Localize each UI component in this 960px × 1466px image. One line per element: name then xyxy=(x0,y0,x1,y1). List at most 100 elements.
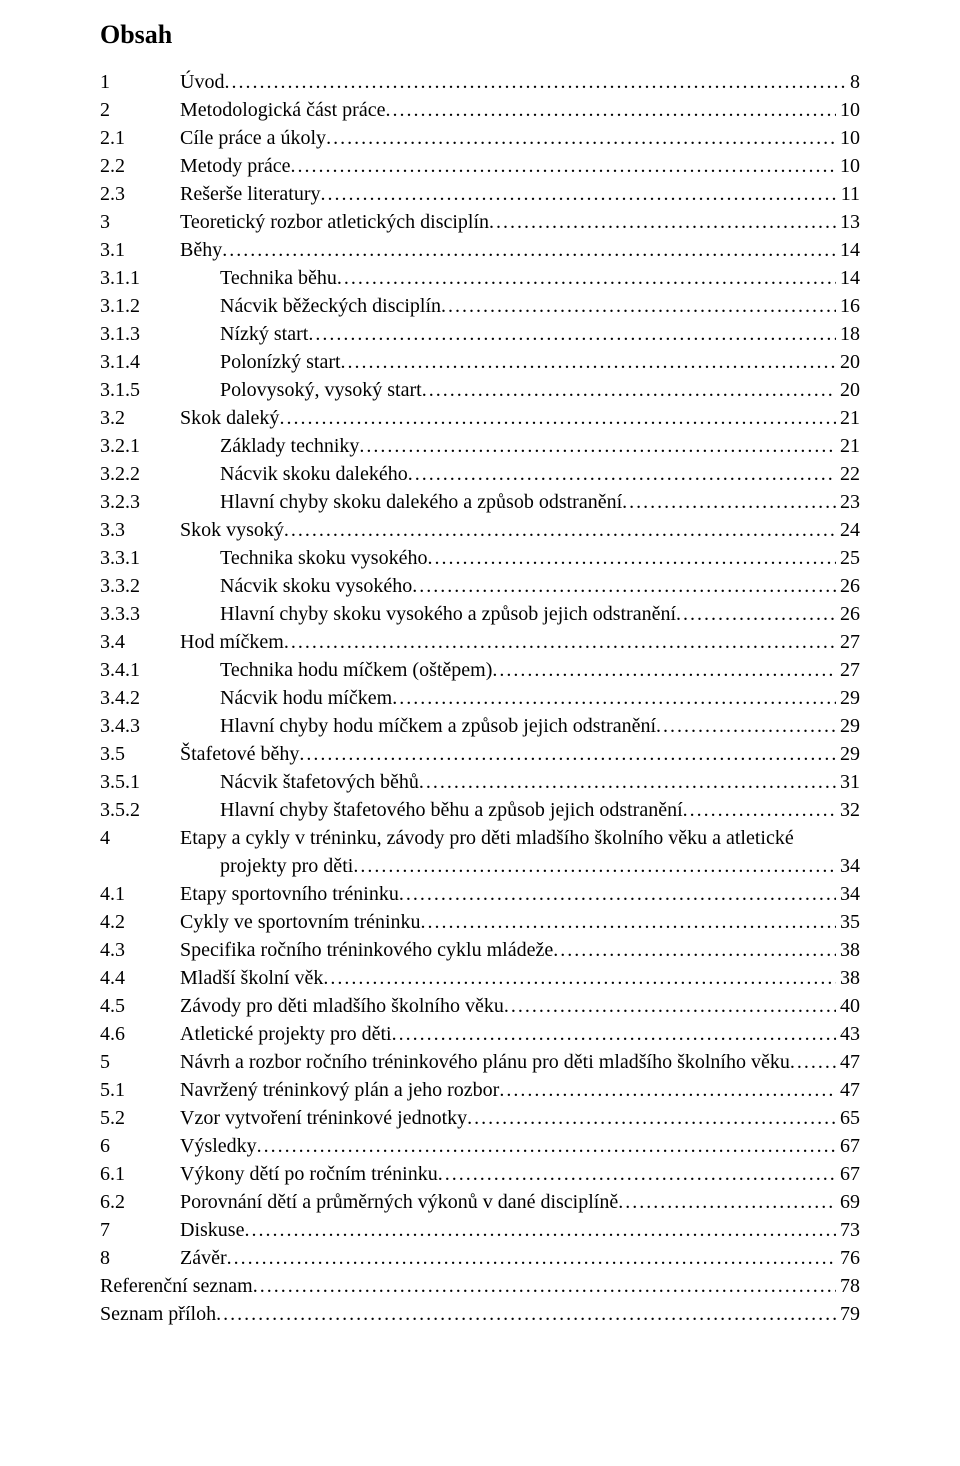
toc-entry-number: 4.1 xyxy=(100,880,180,908)
toc-entry-number: 2.3 xyxy=(100,180,180,208)
toc-entry-label: Polonízký start xyxy=(180,348,341,376)
toc-entry-page: 31 xyxy=(836,768,860,796)
toc-leader-dots xyxy=(504,992,836,1020)
toc-leader-dots xyxy=(284,628,836,656)
toc-entry-page: 18 xyxy=(836,320,860,348)
toc-entry-page: 78 xyxy=(836,1272,860,1300)
toc-entry-number: 3.2.2 xyxy=(100,460,180,488)
toc-entry-number: 4.2 xyxy=(100,908,180,936)
toc-entry-label: Nácvik skoku vysokého xyxy=(180,572,412,600)
toc-entry-page: 67 xyxy=(836,1160,860,1188)
toc-entry-label: Skok daleký xyxy=(180,404,279,432)
toc-entry-number: 3.1.1 xyxy=(100,264,180,292)
toc-entry-number: 3.2.3 xyxy=(100,488,180,516)
toc-leader-dots xyxy=(676,600,836,628)
toc-leader-dots xyxy=(438,1160,836,1188)
toc-entry-number: 3.4 xyxy=(100,628,180,656)
toc-entry: 2.1Cíle práce a úkoly 10 xyxy=(100,124,860,152)
toc-entry-label: Nácvik běžeckých disciplín xyxy=(180,292,441,320)
toc-entry-label: Vzor vytvoření tréninkové jednotky xyxy=(180,1104,467,1132)
toc-entry-label: Porovnání dětí a průměrných výkonů v dan… xyxy=(180,1188,618,1216)
toc-entry-label: Cíle práce a úkoly xyxy=(180,124,326,152)
toc-title: Obsah xyxy=(100,20,860,50)
toc-entry-label: Nácvik skoku dalekého xyxy=(180,460,408,488)
toc-entry-label: Skok vysoký xyxy=(180,516,284,544)
toc-entry-number: 3.4.1 xyxy=(100,656,180,684)
toc-leader-dots xyxy=(224,68,846,96)
toc-entry-label: Nízký start xyxy=(180,320,308,348)
toc-entry-label: Hlavní chyby skoku dalekého a způsob ods… xyxy=(180,488,622,516)
toc-entry-label: Cykly ve sportovním tréninku xyxy=(180,908,421,936)
toc-leader-dots xyxy=(353,852,836,880)
toc-entry-page: 67 xyxy=(836,1132,860,1160)
toc-leader-dots xyxy=(392,1020,836,1048)
toc-entry-number: 3.2 xyxy=(100,404,180,432)
toc-leader-dots xyxy=(299,740,836,768)
toc-entry-number: 2.1 xyxy=(100,124,180,152)
toc-leader-dots xyxy=(399,880,836,908)
toc-entry-number: 3 xyxy=(100,208,180,236)
toc-entry-number: 3.3.2 xyxy=(100,572,180,600)
toc-entry: 3.3.2Nácvik skoku vysokého 26 xyxy=(100,572,860,600)
toc-entry-page: 65 xyxy=(836,1104,860,1132)
toc-leader-dots xyxy=(412,572,836,600)
toc-entry: 3.5.1Nácvik štafetových běhů 31 xyxy=(100,768,860,796)
toc-entry: 3.1.3Nízký start 18 xyxy=(100,320,860,348)
toc-entry-page: 34 xyxy=(836,880,860,908)
toc-entry-page: 47 xyxy=(836,1048,860,1076)
toc-entry-number: 3.3.1 xyxy=(100,544,180,572)
toc-entry-page: 20 xyxy=(836,376,860,404)
toc-entry-label: projekty pro děti xyxy=(180,852,353,880)
toc-entry-page: 47 xyxy=(836,1076,860,1104)
toc-leader-dots xyxy=(244,1216,836,1244)
toc-entry-number: 5.1 xyxy=(100,1076,180,1104)
toc-leader-dots xyxy=(422,376,836,404)
toc-entry-page: 13 xyxy=(836,208,860,236)
toc-entry-page: 38 xyxy=(836,964,860,992)
toc-leader-dots xyxy=(216,1300,836,1328)
toc-entry: 3.2.3Hlavní chyby skoku dalekého a způso… xyxy=(100,488,860,516)
toc-entry-page: 21 xyxy=(836,432,860,460)
toc-entry-number: 2 xyxy=(100,96,180,124)
toc-entry-page: 10 xyxy=(836,124,860,152)
toc-entry: 4.4Mladší školní věk 38 xyxy=(100,964,860,992)
toc-entry: 3.4.2Nácvik hodu míčkem 29 xyxy=(100,684,860,712)
toc-leader-dots xyxy=(341,348,836,376)
toc-leader-dots xyxy=(279,404,836,432)
toc-entry: 3.1.5Polovysoký, vysoký start 20 xyxy=(100,376,860,404)
toc-entry-page: 32 xyxy=(836,796,860,824)
toc-entry: 3.2.1Základy techniky 21 xyxy=(100,432,860,460)
toc-entry-label: Specifika ročního tréninkového cyklu mlá… xyxy=(180,936,553,964)
toc-entry-label: Výkony dětí po ročním tréninku xyxy=(180,1160,438,1188)
toc-entry: 6.1Výkony dětí po ročním tréninku 67 xyxy=(100,1160,860,1188)
toc-entry: 4.5Závody pro děti mladšího školního věk… xyxy=(100,992,860,1020)
toc-entry: 6Výsledky 67 xyxy=(100,1132,860,1160)
toc-entry: 6.2Porovnání dětí a průměrných výkonů v … xyxy=(100,1188,860,1216)
toc-entry: 2.2Metody práce 10 xyxy=(100,152,860,180)
toc-entry-number: 3.5 xyxy=(100,740,180,768)
toc-entry: 5.1Navržený tréninkový plán a jeho rozbo… xyxy=(100,1076,860,1104)
toc-entry: 3.1.4Polonízký start 20 xyxy=(100,348,860,376)
toc-entry-page: 10 xyxy=(836,96,860,124)
toc-entry-number: 4.3 xyxy=(100,936,180,964)
toc-entry-page: 14 xyxy=(836,236,860,264)
toc-entry: 3.5.2Hlavní chyby štafetového běhu a způ… xyxy=(100,796,860,824)
toc-entry-page: 25 xyxy=(836,544,860,572)
toc-entry: 7Diskuse 73 xyxy=(100,1216,860,1244)
toc-entry-page: 26 xyxy=(836,600,860,628)
toc-entry-number: 5 xyxy=(100,1048,180,1076)
toc-entry-page: 29 xyxy=(836,684,860,712)
toc-entry: 3.4Hod míčkem 27 xyxy=(100,628,860,656)
toc-entry-label: Etapy sportovního tréninku xyxy=(180,880,399,908)
toc-entry-number: 6.2 xyxy=(100,1188,180,1216)
toc-entry: 3.2.2Nácvik skoku dalekého 22 xyxy=(100,460,860,488)
toc-entry-label: Hlavní chyby hodu míčkem a způsob jejich… xyxy=(180,712,656,740)
toc-leader-dots xyxy=(321,180,837,208)
toc-entry-label: Navržený tréninkový plán a jeho rozbor xyxy=(180,1076,499,1104)
toc-leader-dots xyxy=(427,544,836,572)
toc-entry-page: 43 xyxy=(836,1020,860,1048)
toc-leader-dots xyxy=(492,656,836,684)
toc-entry-page: 79 xyxy=(836,1300,860,1328)
toc-entry-number: 3.2.1 xyxy=(100,432,180,460)
toc-entry-page: 27 xyxy=(836,656,860,684)
